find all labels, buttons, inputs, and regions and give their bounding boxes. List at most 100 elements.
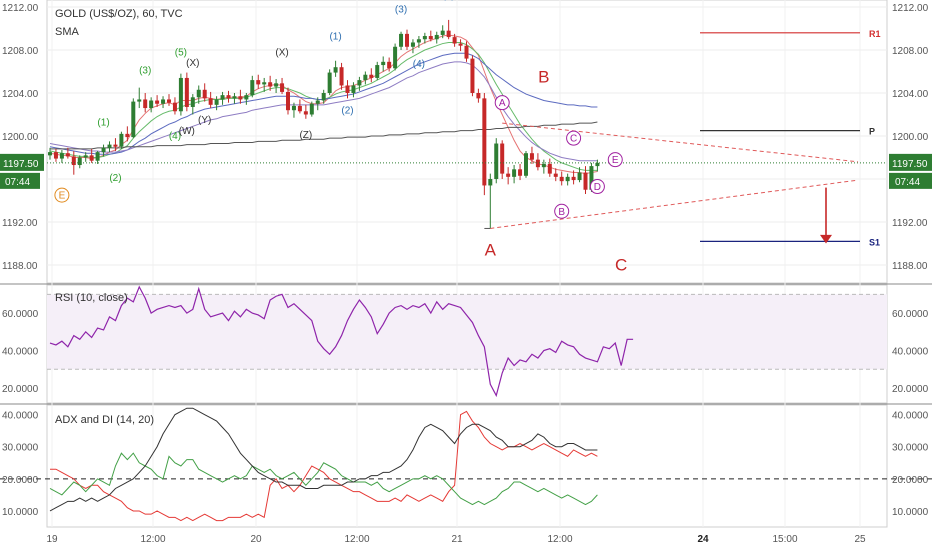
pivot-label: S1 [869,237,880,247]
wave-label: (X) [186,58,199,69]
candle-body [327,72,332,93]
candle-body [149,100,154,109]
candle [482,93,487,196]
candle-body [375,65,380,78]
last-price-badge-left [0,153,44,171]
candle-body [470,58,475,93]
candle-body [220,95,225,100]
adx-tick-left: 30.0000 [2,443,39,454]
candle-body [405,33,409,47]
candle [107,141,112,153]
candle-body [524,153,528,176]
last-price-value: 1197.50 [892,159,928,170]
rsi-tick-left: 60.0000 [2,309,39,320]
candle [262,77,267,92]
adx-tick-left: 10.0000 [2,507,39,518]
time-axis-label: 12:00 [140,534,165,545]
candle-body [345,85,350,93]
candle [303,104,308,119]
candle-body [416,39,421,43]
price-tick-right: 1208.00 [892,46,929,57]
candle [351,82,356,98]
candle [387,57,392,72]
wave-label: (1) [329,31,341,42]
last-price-badge [889,153,932,171]
candle-body [339,67,344,86]
time-axis-label: 12:00 [344,534,369,545]
wave-circle [607,152,623,168]
candle-body [77,157,82,166]
time-axis-label: 25 [854,534,866,545]
candle [464,41,469,62]
candle-body [238,96,243,100]
candle-body [131,101,136,138]
candle-body [172,102,177,112]
candle-body [440,30,445,35]
candle [405,29,409,50]
candle-body [137,99,142,102]
candle-body [250,80,255,96]
candle [280,77,285,95]
adx-pane-frame [46,404,888,528]
price-tick-left: 1192.00 [2,218,38,229]
candle-body [541,163,546,168]
candle [71,151,76,175]
trendline-lower [490,179,859,229]
candle [393,43,398,71]
candle [577,167,582,183]
wave-label-A: A [499,98,506,109]
candle [137,87,142,109]
candle [416,36,421,48]
candle [297,99,302,114]
candle [238,89,243,104]
wave-label: (4) [169,131,181,142]
wave-label: (3) [395,4,407,15]
candle-body [315,100,320,104]
wave-circle [54,187,70,203]
candle-body [553,173,558,177]
rsi-tick-left: 20.0000 [2,384,39,395]
candle-body [452,37,457,44]
candle-body [113,144,118,147]
candle-body [464,45,469,59]
candle [89,148,94,163]
price-tick-right: 1192.00 [892,218,928,229]
candle [369,68,374,83]
candle [458,39,463,52]
candle-body [167,99,171,103]
candle [488,173,493,229]
candle-body [422,36,427,40]
candle [524,151,528,178]
candle [541,159,546,174]
candle [190,94,195,115]
candle-body [363,74,368,81]
wave-label-C: C [570,134,577,145]
price-tick-right: 1188.00 [892,261,928,272]
candle [500,140,505,179]
candle-body [161,99,166,104]
adx-tick-left: 40.0000 [2,411,39,422]
rsi-tick-right: 20.0000 [892,384,929,395]
wave-label: (5) [443,0,455,1]
candle [256,74,261,89]
candle-body [500,143,505,174]
candle [309,101,314,117]
candle-body [83,155,88,158]
candle-body [196,89,201,98]
candle-body [434,34,439,40]
wave-label: (4) [413,59,425,70]
candle-body [595,162,600,167]
candle [48,147,52,160]
time-axis-label: 20 [250,534,262,545]
last-price-value-left: 1197.50 [3,159,39,170]
time-axis-label: 24 [697,534,709,545]
rsi-title: RSI (10, close) [55,292,128,304]
candle [339,62,344,90]
candle [494,138,499,184]
candle [399,31,404,50]
candle [131,98,136,139]
rsi-tick-right: 40.0000 [892,347,929,358]
candle-body [274,83,279,87]
